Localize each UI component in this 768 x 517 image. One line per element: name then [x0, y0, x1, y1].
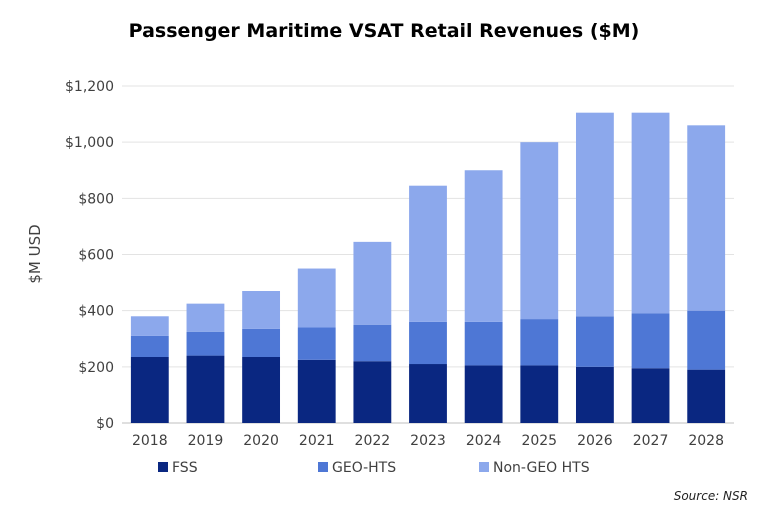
bar-fss-2024: [464, 365, 503, 423]
x-tick-label: 2023: [410, 433, 446, 449]
bar-fss-2022: [353, 361, 392, 423]
bar-non-geo-hts-2028: [687, 125, 726, 311]
bar-geo-hts-2025: [520, 319, 559, 366]
y-tick-label: $1,200: [65, 79, 114, 95]
x-tick-label: 2025: [521, 433, 557, 449]
x-tick-label: 2024: [466, 433, 502, 449]
bar-fss-2025: [520, 365, 559, 423]
x-tick-label: 2027: [633, 433, 669, 449]
y-axis: $0 $200 $400 $600 $800 $1,000 $1,200: [65, 79, 114, 432]
bar-geo-hts-2028: [687, 310, 726, 370]
bar-geo-hts-2022: [353, 324, 392, 362]
bar-geo-hts-2024: [464, 321, 503, 366]
bar-geo-hts-2027: [631, 313, 670, 369]
bar-non-geo-hts-2025: [520, 142, 559, 320]
bar-geo-hts-2020: [242, 328, 281, 358]
bar-geo-hts-2023: [409, 321, 447, 365]
x-tick-label: 2019: [188, 433, 224, 449]
legend-swatch: [318, 462, 328, 472]
legend-label: FSS: [172, 460, 198, 476]
bar-non-geo-hts-2023: [409, 185, 447, 322]
legend-swatch: [479, 462, 489, 472]
bar-fss-2027: [631, 368, 670, 423]
x-tick-label: 2021: [299, 433, 335, 449]
y-axis-title: $M USD: [26, 224, 44, 283]
y-tick-label: $200: [78, 360, 114, 376]
bar-non-geo-hts-2027: [631, 112, 670, 314]
bar-fss-2018: [130, 357, 169, 423]
x-tick-label: 2022: [355, 433, 391, 449]
source-note: Source: NSR: [673, 489, 748, 503]
bar-non-geo-hts-2022: [353, 241, 392, 325]
bar-non-geo-hts-2026: [575, 112, 614, 317]
bar-geo-hts-2019: [186, 331, 225, 356]
y-tick-label: $600: [78, 248, 114, 264]
bar-non-geo-hts-2019: [186, 303, 225, 332]
x-tick-label: 2018: [132, 433, 168, 449]
y-tick-label: $400: [78, 304, 114, 320]
x-tick-label: 2026: [577, 433, 613, 449]
bar-non-geo-hts-2021: [297, 268, 336, 328]
x-axis: 2018 2019 2020 2021 2022 2023 2024 2025 2026 2027…: [132, 433, 724, 449]
bar-geo-hts-2021: [297, 327, 336, 360]
y-tick-label: $0: [96, 416, 114, 432]
bar-fss-2019: [186, 355, 225, 423]
bar-non-geo-hts-2020: [242, 291, 281, 329]
bar-geo-hts-2018: [130, 335, 169, 358]
legend-label: Non-GEO HTS: [493, 460, 590, 476]
legend: FSS GEO-HTS Non-GEO HTS: [158, 460, 590, 476]
bar-geo-hts-2026: [575, 316, 614, 367]
bars: [130, 112, 726, 423]
legend-swatch: [158, 462, 168, 472]
bar-non-geo-hts-2024: [464, 170, 503, 322]
x-tick-label: 2028: [688, 433, 724, 449]
y-tick-label: $800: [78, 191, 114, 207]
bar-fss-2021: [297, 359, 336, 423]
bar-non-geo-hts-2018: [130, 316, 169, 336]
y-tick-label: $1,000: [65, 135, 114, 151]
x-tick-label: 2020: [243, 433, 279, 449]
bar-fss-2020: [242, 357, 281, 423]
legend-label: GEO-HTS: [332, 460, 396, 476]
bar-fss-2028: [687, 369, 726, 423]
bar-fss-2023: [409, 364, 447, 423]
bar-fss-2026: [575, 366, 614, 423]
chart-title: Passenger Maritime VSAT Retail Revenues …: [128, 20, 640, 42]
